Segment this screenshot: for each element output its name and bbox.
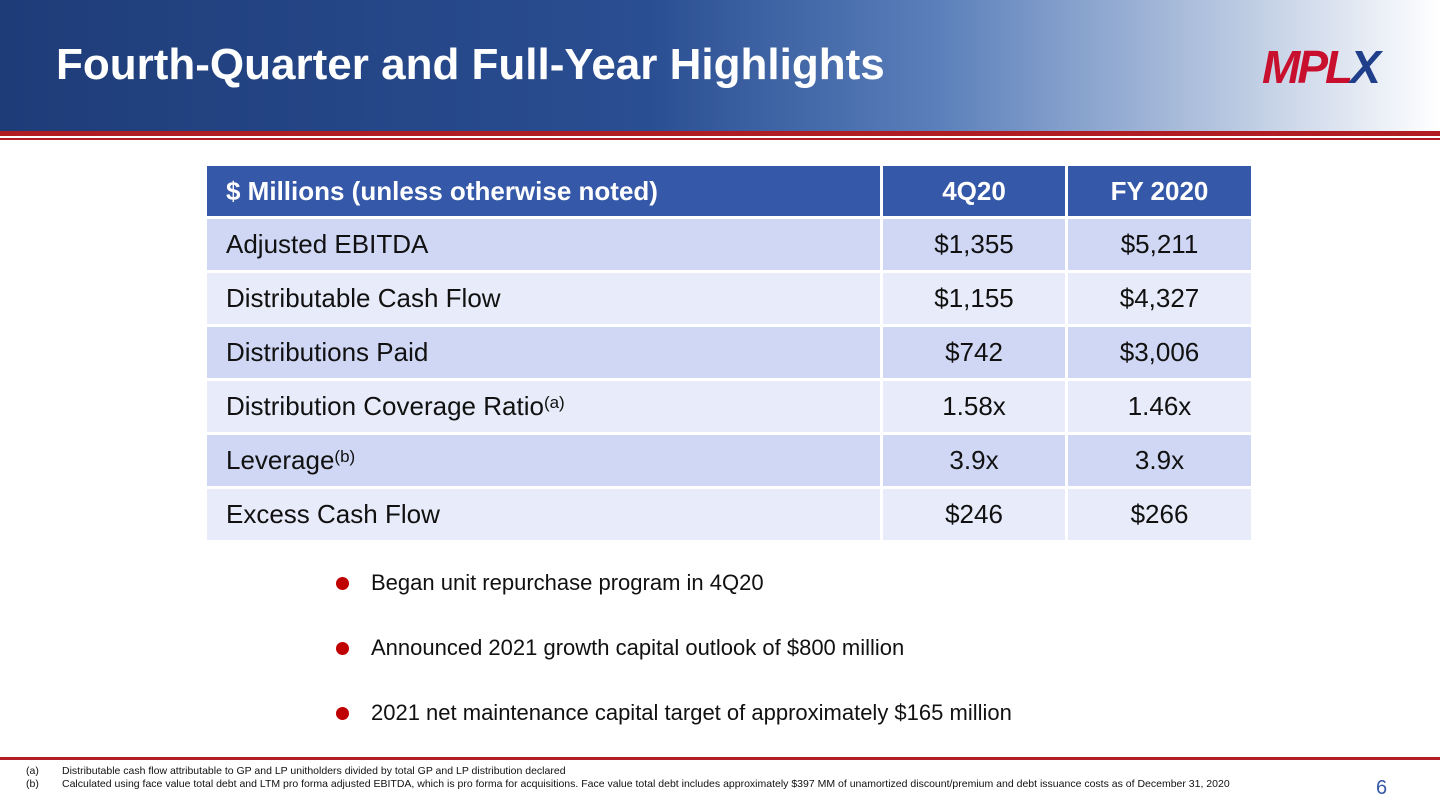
row-label: Distributions Paid: [207, 327, 880, 378]
bullet-dot: [336, 641, 349, 655]
table-row: Distributions Paid $742 $3,006: [207, 327, 1251, 378]
bullet: Announced 2021 growth capital outlook of…: [336, 635, 904, 661]
bullet-text: Announced 2021 growth capital outlook of…: [371, 635, 905, 660]
logo-main: MPL: [1262, 41, 1353, 93]
table-row: Leverage (b) 3.9x 3.9x: [207, 435, 1251, 486]
table-row: Adjusted EBITDA $1,355 $5,211: [207, 219, 1251, 270]
logo: MPLX: [1262, 40, 1381, 94]
header-cell: 4Q20: [883, 166, 1065, 216]
bullet-dot: [336, 576, 349, 590]
footnote-mark: (b): [26, 778, 39, 790]
bullet-dot: [336, 706, 349, 720]
label-text: Distributable Cash Flow: [226, 283, 501, 313]
label-text: Distributions Paid: [226, 337, 429, 367]
header-cell: $ Millions (unless otherwise noted): [207, 166, 880, 216]
table: $ Millions (unless otherwise noted) 4Q20 F…: [207, 166, 1251, 543]
value-cell: $742: [883, 327, 1065, 378]
label-text: Distribution Coverage Ratio: [226, 391, 544, 421]
row-label: Leverage (b): [207, 435, 880, 486]
footnote-text: Distributable cash flow attributable to …: [62, 765, 566, 777]
bullet: 2021 net maintenance capital target of a…: [336, 700, 1012, 726]
label-text: Excess Cash Flow: [226, 499, 440, 529]
title: Fourth-Quarter and Full-Year Highlights: [56, 40, 885, 89]
row-label: Distributable Cash Flow: [207, 273, 880, 324]
value-cell: 3.9x: [1068, 435, 1251, 486]
value-cell: $266: [1068, 489, 1251, 540]
row-label: Adjusted EBITDA: [207, 219, 880, 270]
value-cell: $1,155: [883, 273, 1065, 324]
value-cell: 1.46x: [1068, 381, 1251, 432]
footnote-ref: (a): [543, 392, 565, 412]
footnote-mark: (a): [26, 765, 39, 777]
footnote-text: Calculated using face value total debt a…: [62, 778, 1230, 790]
bullet: Began unit repurchase program in 4Q20: [336, 570, 764, 596]
rule: [0, 757, 1440, 760]
header-band: [0, 0, 1440, 131]
value-cell: $3,006: [1068, 327, 1251, 378]
label-text: Adjusted EBITDA: [226, 229, 429, 259]
value-cell: $5,211: [1068, 219, 1251, 270]
page-number: 6: [1376, 777, 1388, 799]
footnote: (a) Distributable cash flow attributable …: [26, 765, 1316, 777]
row-label: Distribution Coverage Ratio (a): [207, 381, 880, 432]
table-row: Excess Cash Flow $246 $266: [207, 489, 1251, 540]
footnote-ref: (b): [334, 446, 356, 466]
bullet-text: 2021 net maintenance capital target of a…: [371, 700, 1012, 725]
bullet-text: Began unit repurchase program in 4Q20: [371, 570, 764, 595]
rule: [0, 138, 1440, 140]
row-label: Excess Cash Flow: [207, 489, 880, 540]
value-cell: $246: [883, 489, 1065, 540]
value-cell: $1,355: [883, 219, 1065, 270]
value-cell: $4,327: [1068, 273, 1251, 324]
header-row: $ Millions (unless otherwise noted) 4Q20 F…: [207, 166, 1251, 216]
footnote: (b) Calculated using face value total deb…: [26, 778, 1316, 790]
table-row: Distributable Cash Flow $1,155 $4,327: [207, 273, 1251, 324]
label-text: Leverage: [226, 445, 335, 475]
table-row: Distribution Coverage Ratio (a) 1.58x 1.46x: [207, 381, 1251, 432]
rule: [0, 131, 1440, 136]
logo-accent: X: [1350, 41, 1381, 93]
value-cell: 3.9x: [883, 435, 1065, 486]
value-cell: 1.58x: [883, 381, 1065, 432]
header-cell: FY 2020: [1068, 166, 1251, 216]
